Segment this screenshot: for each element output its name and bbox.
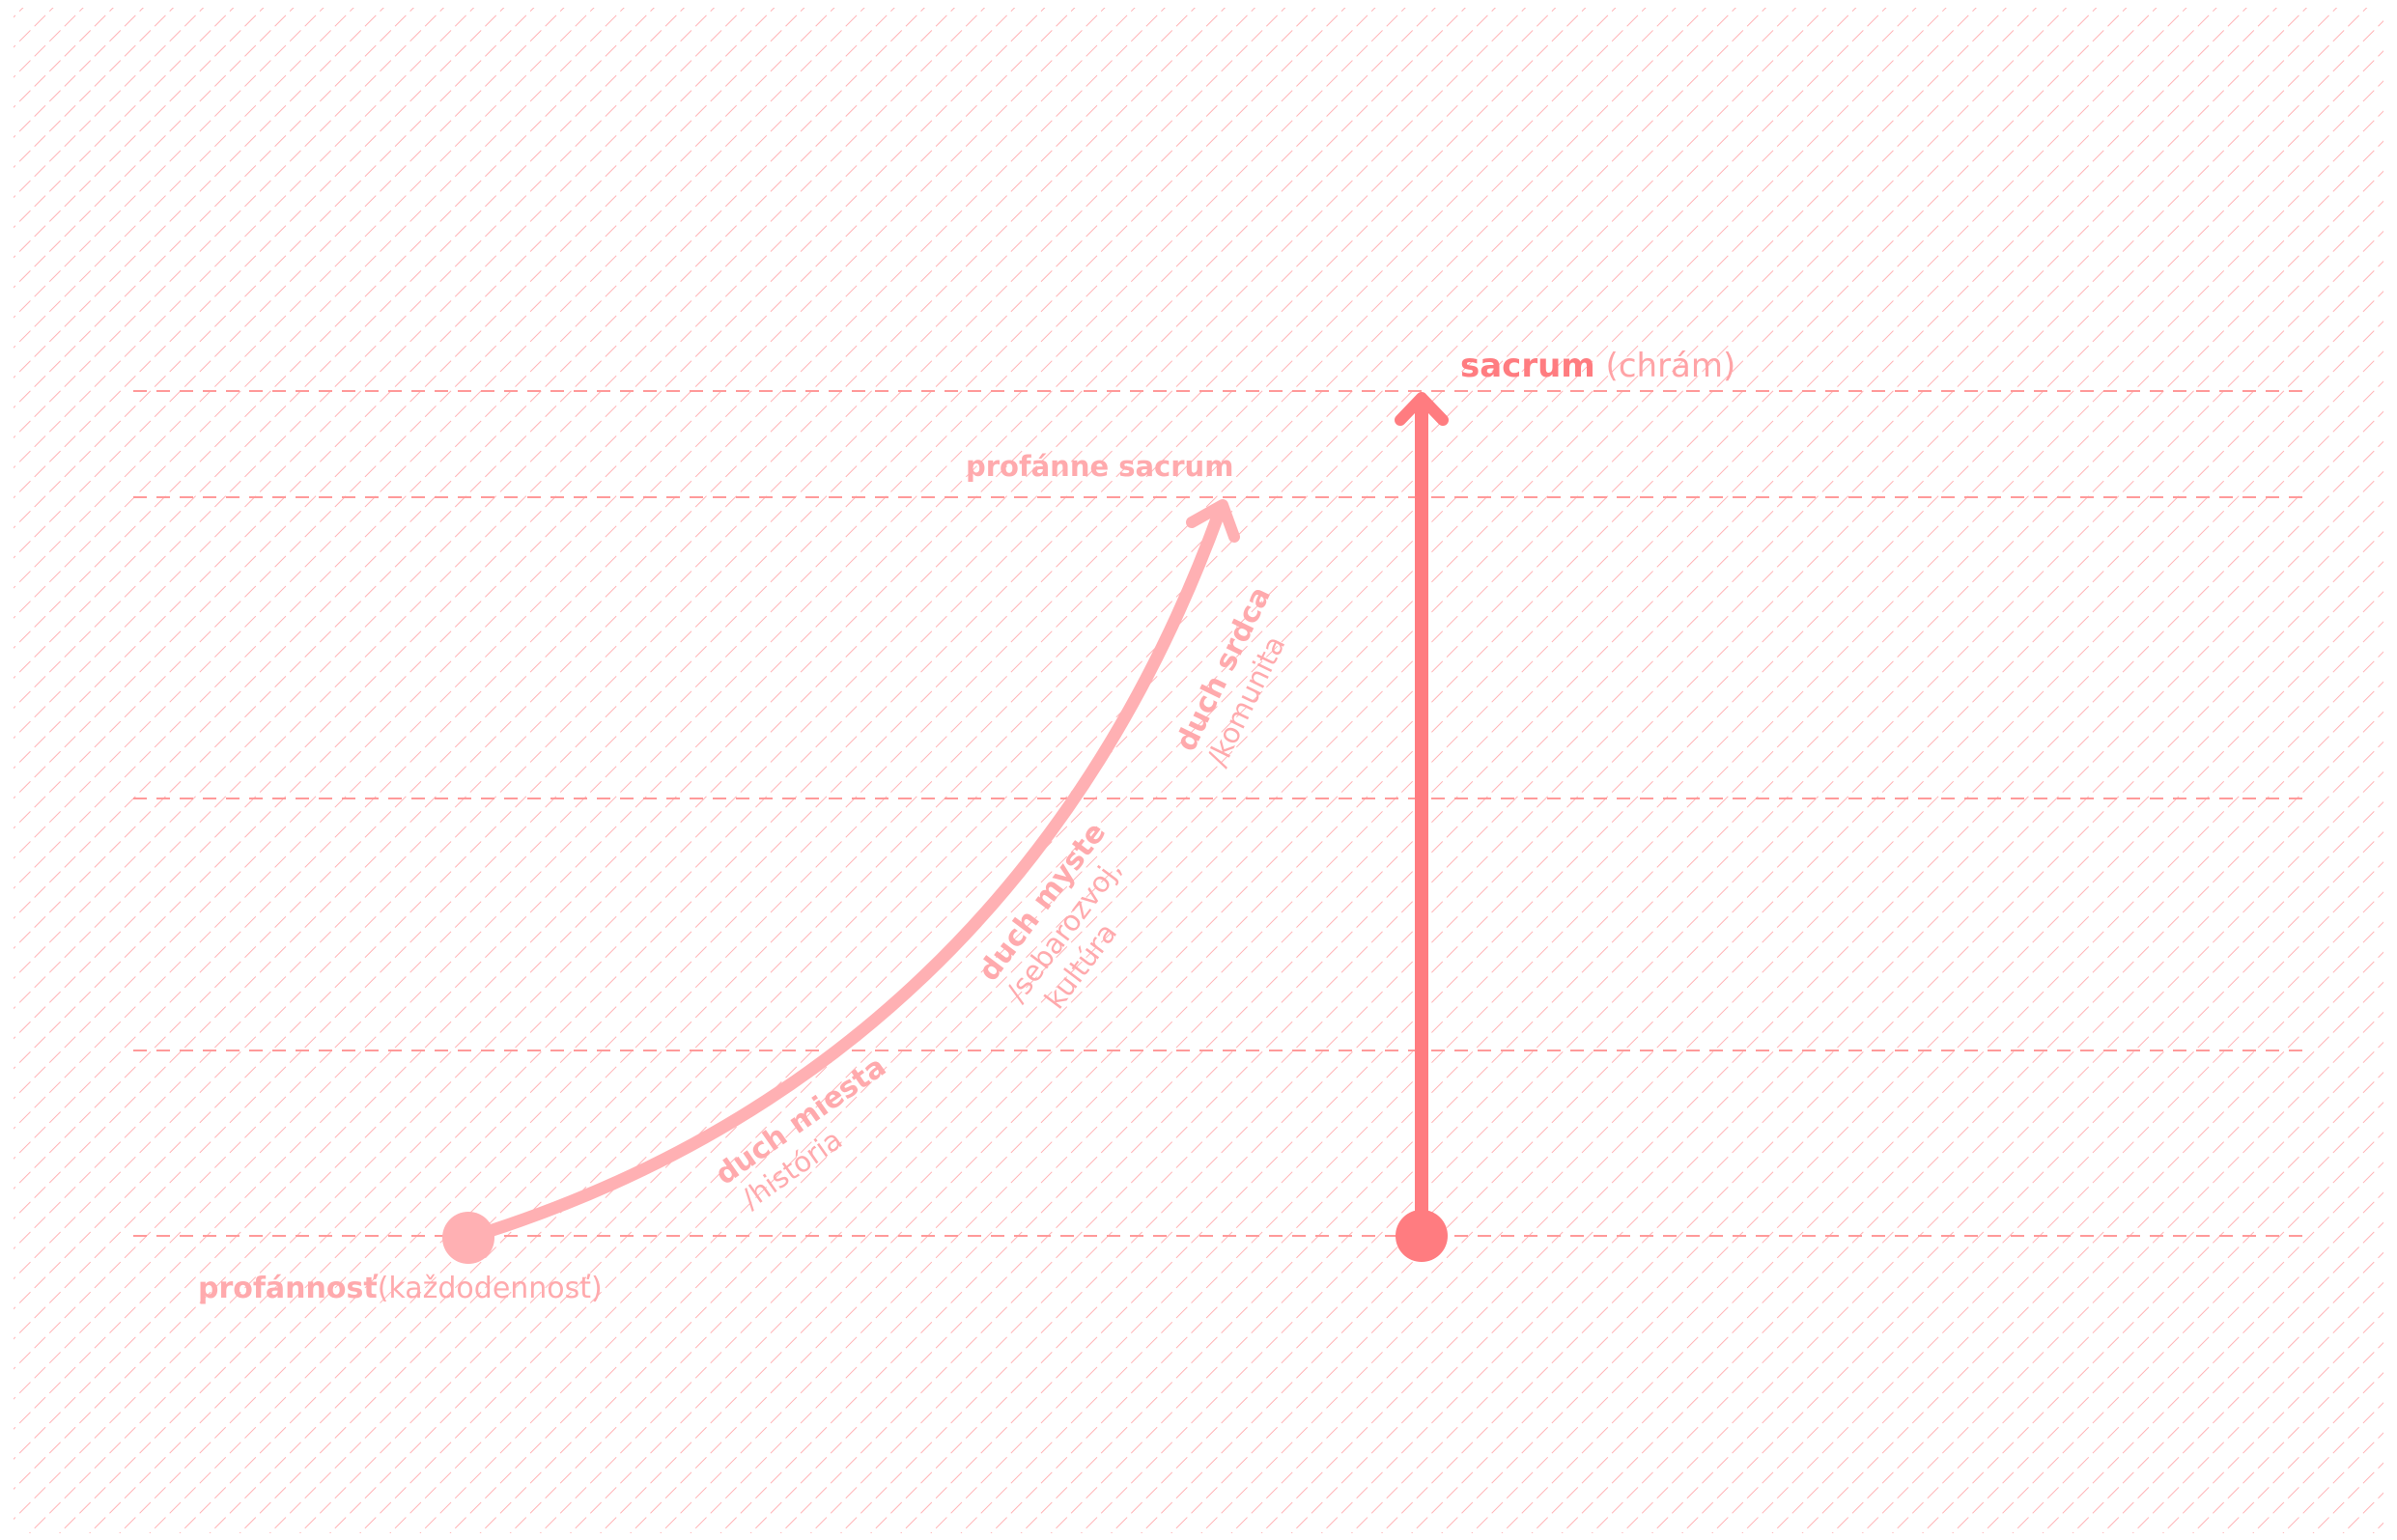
guide-lines — [133, 390, 2303, 1237]
profannost-dot — [442, 1212, 494, 1264]
vertical-start-dot — [1396, 1210, 1448, 1262]
vertical-arrow-head — [1395, 392, 1449, 426]
label-sacrum-bold: sacrum — [1460, 347, 1595, 385]
label-sacrum-rest: (chrám) — [1595, 347, 1736, 385]
label-profannost: profánnosť(každodennosť) — [198, 1272, 603, 1305]
curved-arrow — [442, 499, 1240, 1264]
hatched-background — [14, 8, 2383, 1533]
label-sacrum: sacrum (chrám) — [1460, 347, 1735, 385]
curved-arrow-line — [462, 507, 1226, 1245]
label-profannost-bold: profánnosť — [198, 1272, 379, 1305]
curved-arrow-head — [1186, 499, 1240, 543]
label-profannost-rest: (každodennosť) — [378, 1272, 603, 1305]
label-profanne-sacrum: profánne sacrum — [966, 450, 1233, 483]
vertical-arrow — [1395, 392, 1449, 1262]
